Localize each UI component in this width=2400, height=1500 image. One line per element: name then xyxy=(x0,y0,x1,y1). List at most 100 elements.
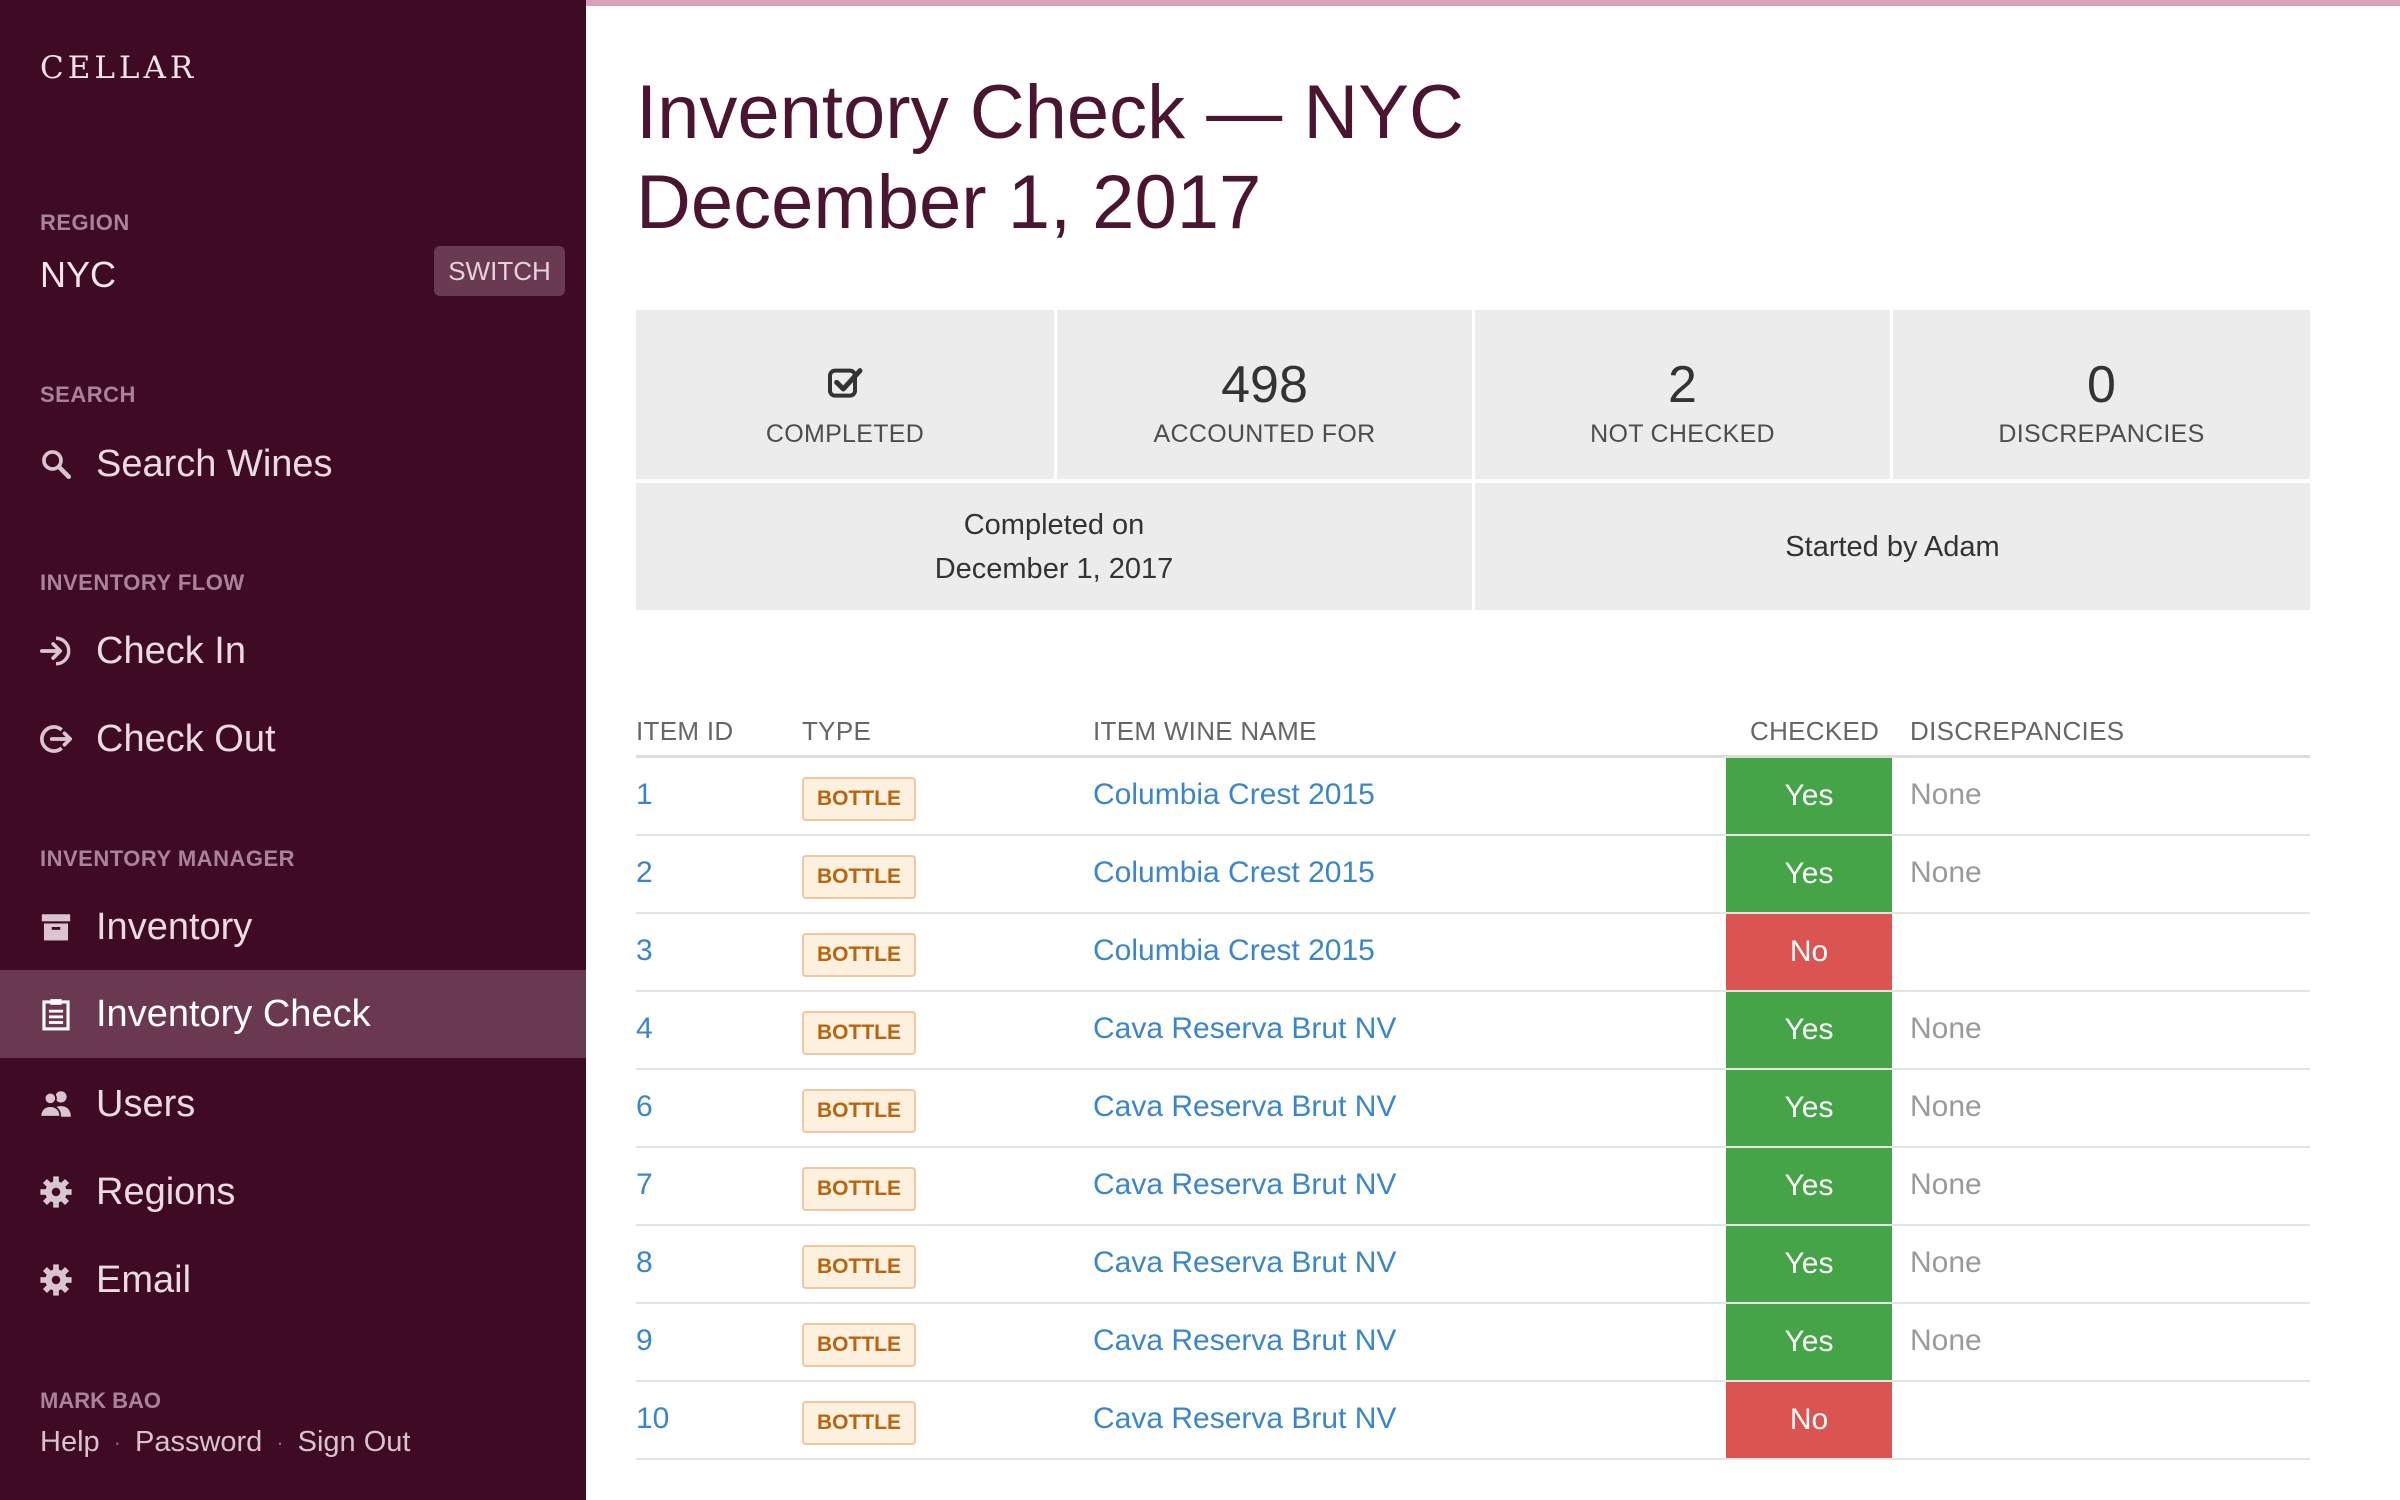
users-icon xyxy=(38,1086,74,1122)
check-in-icon xyxy=(38,633,74,669)
wine-name-link[interactable]: Columbia Crest 2015 xyxy=(1093,934,1375,967)
column-header-item-id[interactable]: ITEM ID xyxy=(636,716,734,746)
type-badge: BOTTLE xyxy=(802,1167,916,1211)
table-row[interactable]: 1 BOTTLE Columbia Crest 2015 Yes None xyxy=(636,758,2310,836)
wine-name-link[interactable]: Columbia Crest 2015 xyxy=(1093,778,1375,811)
table-row[interactable]: 10 BOTTLE Cava Reserva Brut NV No xyxy=(636,1382,2310,1460)
sidebar-item-regions[interactable]: Regions xyxy=(0,1148,586,1236)
separator: · xyxy=(276,1429,284,1455)
table-row[interactable]: 8 BOTTLE Cava Reserva Brut NV Yes None xyxy=(636,1226,2310,1304)
wine-name-link[interactable]: Cava Reserva Brut NV xyxy=(1093,1168,1397,1201)
column-header-discrepancies[interactable]: DISCREPANCIES xyxy=(1910,716,2125,746)
stat-completed: COMPLETED xyxy=(636,310,1054,479)
item-id-link[interactable]: 9 xyxy=(636,1324,653,1357)
discrepancy-value: None xyxy=(1910,1246,1982,1279)
discrepancy-value: None xyxy=(1910,1090,1982,1123)
sidebar-item-check-in[interactable]: Check In xyxy=(0,607,586,695)
stat-accounted-for: 498 ACCOUNTED FOR xyxy=(1057,310,1472,479)
checked-status: Yes xyxy=(1726,836,1892,912)
page-title: Inventory Check — NYC December 1, 2017 xyxy=(636,68,1464,248)
checked-status: Yes xyxy=(1726,1148,1892,1224)
checked-status: Yes xyxy=(1726,1304,1892,1380)
password-link[interactable]: Password xyxy=(134,1426,263,1458)
separator: · xyxy=(113,1429,121,1455)
switch-region-button[interactable]: SWITCH xyxy=(434,246,565,296)
sidebar-item-inventory[interactable]: Inventory xyxy=(0,883,586,971)
discrepancy-value: None xyxy=(1910,1168,1982,1201)
item-id-link[interactable]: 1 xyxy=(636,778,653,811)
item-id-link[interactable]: 4 xyxy=(636,1012,653,1045)
column-header-type[interactable]: TYPE xyxy=(802,716,872,746)
table-row[interactable]: 7 BOTTLE Cava Reserva Brut NV Yes None xyxy=(636,1148,2310,1226)
wine-name-link[interactable]: Cava Reserva Brut NV xyxy=(1093,1246,1397,1279)
checked-status: Yes xyxy=(1726,1070,1892,1146)
footer-links: Help · Password · Sign Out xyxy=(40,1426,410,1459)
column-header-checked[interactable]: CHECKED xyxy=(1750,716,1880,746)
wine-name-link[interactable]: Cava Reserva Brut NV xyxy=(1093,1012,1397,1045)
wine-name-link[interactable]: Columbia Crest 2015 xyxy=(1093,856,1375,889)
item-id-link[interactable]: 10 xyxy=(636,1402,670,1435)
item-id-link[interactable]: 3 xyxy=(636,934,653,967)
completed-on: Completed on December 1, 2017 xyxy=(636,483,1472,610)
sidebar-item-label: Inventory xyxy=(96,905,253,948)
inventory-flow-heading: INVENTORY FLOW xyxy=(40,570,245,595)
wine-name-link[interactable]: Cava Reserva Brut NV xyxy=(1093,1324,1397,1357)
item-id-link[interactable]: 8 xyxy=(636,1246,653,1279)
brand-logo[interactable]: CELLAR xyxy=(40,50,198,86)
table-row[interactable]: 4 BOTTLE Cava Reserva Brut NV Yes None xyxy=(636,992,2310,1070)
sidebar-item-label: Regions xyxy=(96,1170,236,1213)
table-row[interactable]: 9 BOTTLE Cava Reserva Brut NV Yes None xyxy=(636,1304,2310,1382)
gear-icon xyxy=(38,1174,74,1210)
sidebar-item-email[interactable]: Email xyxy=(0,1236,586,1324)
top-accent-bar xyxy=(586,0,2400,6)
type-badge: BOTTLE xyxy=(802,855,916,899)
search-heading: SEARCH xyxy=(40,382,136,407)
wine-name-link[interactable]: Cava Reserva Brut NV xyxy=(1093,1090,1397,1123)
checked-status: No xyxy=(1726,1382,1892,1458)
table-row[interactable]: 2 BOTTLE Columbia Crest 2015 Yes None xyxy=(636,836,2310,914)
type-badge: BOTTLE xyxy=(802,1011,916,1055)
checked-status: Yes xyxy=(1726,758,1892,834)
sidebar: CELLAR REGION NYC SWITCH SEARCH Search W… xyxy=(0,0,586,1500)
stat-label: ACCOUNTED FOR xyxy=(1153,420,1376,448)
stat-value: 2 xyxy=(1668,356,1697,414)
checked-status: No xyxy=(1726,914,1892,990)
sidebar-item-users[interactable]: Users xyxy=(0,1060,586,1148)
wine-name-link[interactable]: Cava Reserva Brut NV xyxy=(1093,1402,1397,1435)
sidebar-item-label: Email xyxy=(96,1258,192,1301)
sidebar-item-check-out[interactable]: Check Out xyxy=(0,695,586,783)
discrepancy-value: None xyxy=(1910,778,1982,811)
stat-discrepancies: 0 DISCREPANCIES xyxy=(1893,310,2310,479)
check-out-icon xyxy=(38,721,74,757)
checkbox-checked-icon xyxy=(825,350,865,420)
sidebar-item-inventory-check[interactable]: Inventory Check xyxy=(0,970,586,1058)
stat-value: 498 xyxy=(1221,356,1308,414)
type-badge: BOTTLE xyxy=(802,1089,916,1133)
table-body: 1 BOTTLE Columbia Crest 2015 Yes None 2 BOTTLE… xyxy=(636,758,2310,1460)
type-badge: BOTTLE xyxy=(802,1323,916,1367)
started-by-text: Started by Adam xyxy=(1785,530,2000,563)
sidebar-item-label: Check In xyxy=(96,629,246,672)
sidebar-item-search-wines[interactable]: Search Wines xyxy=(0,420,586,508)
item-id-link[interactable]: 7 xyxy=(636,1168,653,1201)
archive-icon xyxy=(38,909,74,945)
discrepancy-value: None xyxy=(1910,1012,1982,1045)
sidebar-item-label: Users xyxy=(96,1082,196,1125)
stat-value: 0 xyxy=(2087,356,2116,414)
clipboard-icon xyxy=(38,996,74,1032)
table-row[interactable]: 3 BOTTLE Columbia Crest 2015 No xyxy=(636,914,2310,992)
sidebar-item-label: Search Wines xyxy=(96,442,333,485)
search-icon xyxy=(38,446,74,482)
sign-out-link[interactable]: Sign Out xyxy=(297,1426,411,1458)
table-row[interactable]: 6 BOTTLE Cava Reserva Brut NV Yes None xyxy=(636,1070,2310,1148)
user-name: MARK BAO xyxy=(40,1388,161,1413)
current-region: NYC xyxy=(40,254,117,295)
item-id-link[interactable]: 2 xyxy=(636,856,653,889)
discrepancy-value: None xyxy=(1910,856,1982,889)
column-header-wine-name[interactable]: ITEM WINE NAME xyxy=(1093,716,1317,746)
help-link[interactable]: Help xyxy=(40,1426,100,1458)
sidebar-item-label: Check Out xyxy=(96,717,276,760)
item-id-link[interactable]: 6 xyxy=(636,1090,653,1123)
started-by: Started by Adam xyxy=(1475,483,2310,610)
gear-icon xyxy=(38,1262,74,1298)
